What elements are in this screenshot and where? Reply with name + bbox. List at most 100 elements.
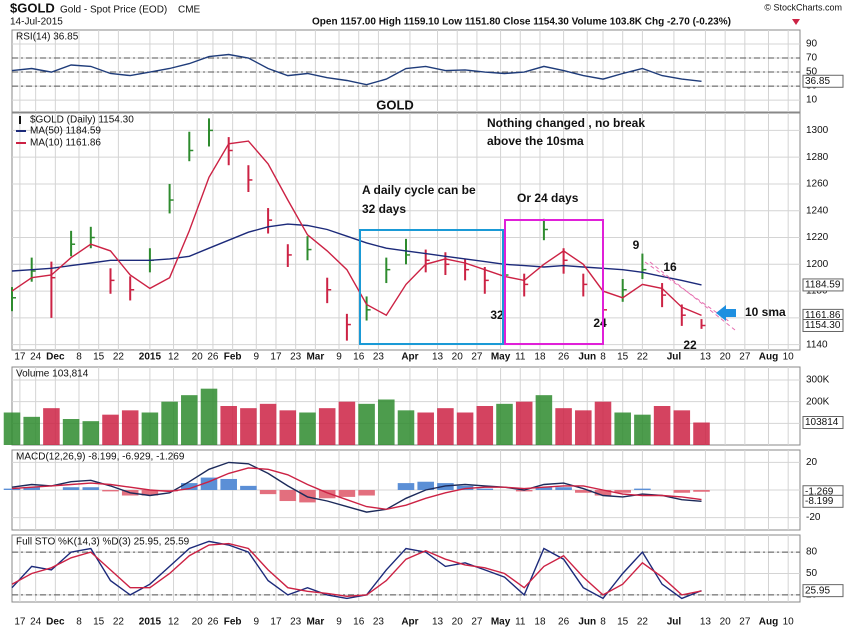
trend-line [644, 261, 731, 323]
x-tick-label: 20 [720, 617, 732, 628]
y-tick-label: 1240 [806, 205, 829, 216]
series-line [11, 542, 702, 598]
price-tag-label: -1.269 [805, 486, 834, 497]
x-tick-label: 27 [739, 352, 751, 363]
histogram-bar [259, 490, 277, 495]
x-tick-label: Jun [578, 352, 596, 363]
annotation: A daily cycle can be [362, 183, 476, 197]
y-tick-label: 1280 [806, 152, 829, 163]
x-tick-label: Dec [46, 617, 65, 628]
histogram-bar [397, 483, 415, 490]
volume-bar [240, 408, 257, 445]
date: 14-Jul-2015 [10, 17, 63, 28]
x-tick-label: 16 [353, 617, 365, 628]
x-tick-label: 27 [471, 352, 483, 363]
x-tick-label: 20 [720, 352, 732, 363]
x-tick-label: Jun [578, 617, 596, 628]
series-line [11, 461, 702, 513]
series-line [11, 540, 702, 600]
price-tag [802, 278, 844, 292]
series-line [11, 53, 702, 86]
volume-bar [358, 403, 375, 445]
volume-bar [141, 412, 159, 445]
volume-bar [62, 419, 80, 445]
x-tick-label: 11 [515, 352, 526, 363]
histogram-bar [318, 490, 336, 499]
credit: © StockCharts.com [764, 2, 842, 12]
x-tick-label: 8 [76, 617, 82, 628]
price-tag-label: -8.199 [805, 496, 834, 507]
volume-bar [318, 408, 336, 445]
x-tick-label: 9 [253, 352, 259, 363]
volume-bar [43, 408, 60, 445]
volume-bar [417, 412, 434, 445]
x-tick-label: Dec [46, 352, 65, 363]
x-tick-label: 22 [637, 617, 649, 628]
y-tick-label: 50 [806, 67, 818, 78]
x-tick-label: 23 [373, 617, 385, 628]
x-tick-label: Aug [759, 617, 778, 628]
volume-bar [378, 399, 395, 445]
x-tick-label: 23 [373, 352, 385, 363]
annotation: 16 [663, 260, 677, 274]
histogram-bar [181, 483, 198, 490]
x-tick-label: 17 [270, 352, 282, 363]
histogram-bar [673, 490, 691, 493]
x-tick-label: 15 [93, 352, 105, 363]
x-tick-label: 12 [168, 617, 180, 628]
legend-label: MA(50) 1184.59 [30, 126, 101, 137]
price-tag [802, 318, 844, 332]
volume-bar [693, 422, 710, 445]
x-tick-label: 23 [290, 352, 302, 363]
change-arrow [792, 19, 800, 25]
x-tick-label: 13 [700, 352, 712, 363]
volume-bar [181, 395, 198, 445]
x-tick-label: 26 [558, 617, 570, 628]
y-tick-label: 300K [806, 375, 830, 386]
histogram-bar [3, 488, 21, 490]
annotation: Or 24 days [517, 191, 579, 205]
volume-bar [496, 403, 513, 445]
panel [11, 112, 801, 351]
cycle-box [359, 229, 504, 345]
x-tick-label: 10 [783, 617, 795, 628]
volume-bar [653, 406, 671, 445]
panel-title: Volume 103,814 [16, 369, 89, 380]
x-tick-label: 18 [534, 617, 546, 628]
volume-bar [3, 412, 21, 445]
volume-bar [515, 401, 533, 445]
exchange: CME [178, 5, 201, 16]
x-tick-label: Feb [224, 352, 242, 363]
histogram-bar [62, 487, 80, 490]
x-tick-label: Aug [759, 352, 778, 363]
volume-bar [200, 388, 218, 445]
volume-bar [437, 408, 454, 445]
panel [11, 534, 801, 603]
annotation: 24 [593, 316, 607, 330]
volume-bar [121, 410, 139, 445]
y-tick-label: 1140 [806, 339, 828, 350]
volume-bar [279, 410, 297, 445]
annotation: Nothing changed , no break [487, 116, 645, 130]
histogram-bar [220, 478, 237, 490]
x-tick-label: 17 [14, 352, 26, 363]
x-tick-label: 13 [700, 617, 712, 628]
x-tick-label: 16 [353, 352, 365, 363]
series-line [11, 223, 702, 286]
x-tick-label: 13 [432, 352, 444, 363]
volume-bar [673, 410, 691, 445]
volume-bar [259, 403, 277, 445]
price-tag-label: 25.95 [805, 585, 830, 596]
histogram-bar [693, 490, 710, 492]
histogram-bar [575, 490, 592, 493]
histogram-bar [594, 490, 612, 496]
x-tick-label: 8 [76, 352, 82, 363]
volume-bar [82, 421, 100, 445]
volume-bar [575, 410, 592, 445]
volume-bar [555, 408, 572, 445]
x-tick-label: 22 [113, 352, 125, 363]
annotation: 32 days [362, 202, 406, 216]
x-tick-label: 20 [452, 617, 464, 628]
y-tick-label: 90 [806, 39, 818, 50]
